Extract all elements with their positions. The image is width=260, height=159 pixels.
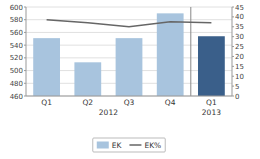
- y2-tick-label: 45: [235, 4, 244, 12]
- x-tick-label: Q3: [124, 98, 135, 107]
- divider-line: [190, 7, 191, 96]
- legend-frame: [93, 138, 165, 152]
- y2-tick-label: 25: [235, 43, 244, 51]
- bar: [74, 62, 101, 96]
- y-tick-label: 500: [10, 67, 23, 75]
- y-tick-label: 580: [10, 16, 23, 24]
- legend-swatch: [129, 144, 141, 146]
- y-tick-label: 480: [10, 80, 23, 88]
- x-tick-label: Q1: [41, 98, 52, 107]
- y2-tick-label: 5: [235, 83, 239, 91]
- bar: [33, 38, 60, 96]
- y2-tick-label: 15: [235, 63, 244, 71]
- y-tick-label: 540: [10, 42, 23, 50]
- y-tick-label: 560: [10, 29, 23, 37]
- y2-tick-label: 10: [235, 73, 244, 81]
- legend-label: EK%: [144, 141, 161, 150]
- y2-tick-label: 35: [235, 23, 244, 31]
- x-tick-label: Q4: [165, 98, 176, 107]
- y-tick-label: 600: [10, 4, 23, 12]
- y2-axis: [232, 7, 233, 96]
- legend-swatch: [97, 142, 109, 149]
- grid-line: [26, 7, 232, 8]
- y-tick-label: 460: [10, 93, 23, 101]
- y2-tick-label: 20: [235, 53, 244, 61]
- bar: [116, 38, 143, 96]
- year-label: 2012: [99, 108, 118, 117]
- legend: EK EK%: [93, 138, 165, 152]
- plot-area: [33, 7, 225, 96]
- legend-label: EK: [112, 141, 123, 150]
- y-axis: [26, 7, 27, 96]
- y2-tick-label: 40: [235, 13, 244, 21]
- x-tick-label: Q1: [206, 98, 217, 107]
- x-tick-label: Q2: [82, 98, 93, 107]
- grid-line: [26, 96, 232, 97]
- x-axis: [26, 96, 232, 97]
- bar: [198, 36, 225, 96]
- y2-tick-label: 0: [235, 93, 239, 101]
- y2-tick-label: 30: [235, 33, 244, 41]
- grid-line: [26, 32, 232, 33]
- y-tick-label: 520: [10, 54, 23, 62]
- line: [47, 20, 212, 27]
- bar: [157, 13, 184, 96]
- year-label: 2013: [202, 108, 221, 117]
